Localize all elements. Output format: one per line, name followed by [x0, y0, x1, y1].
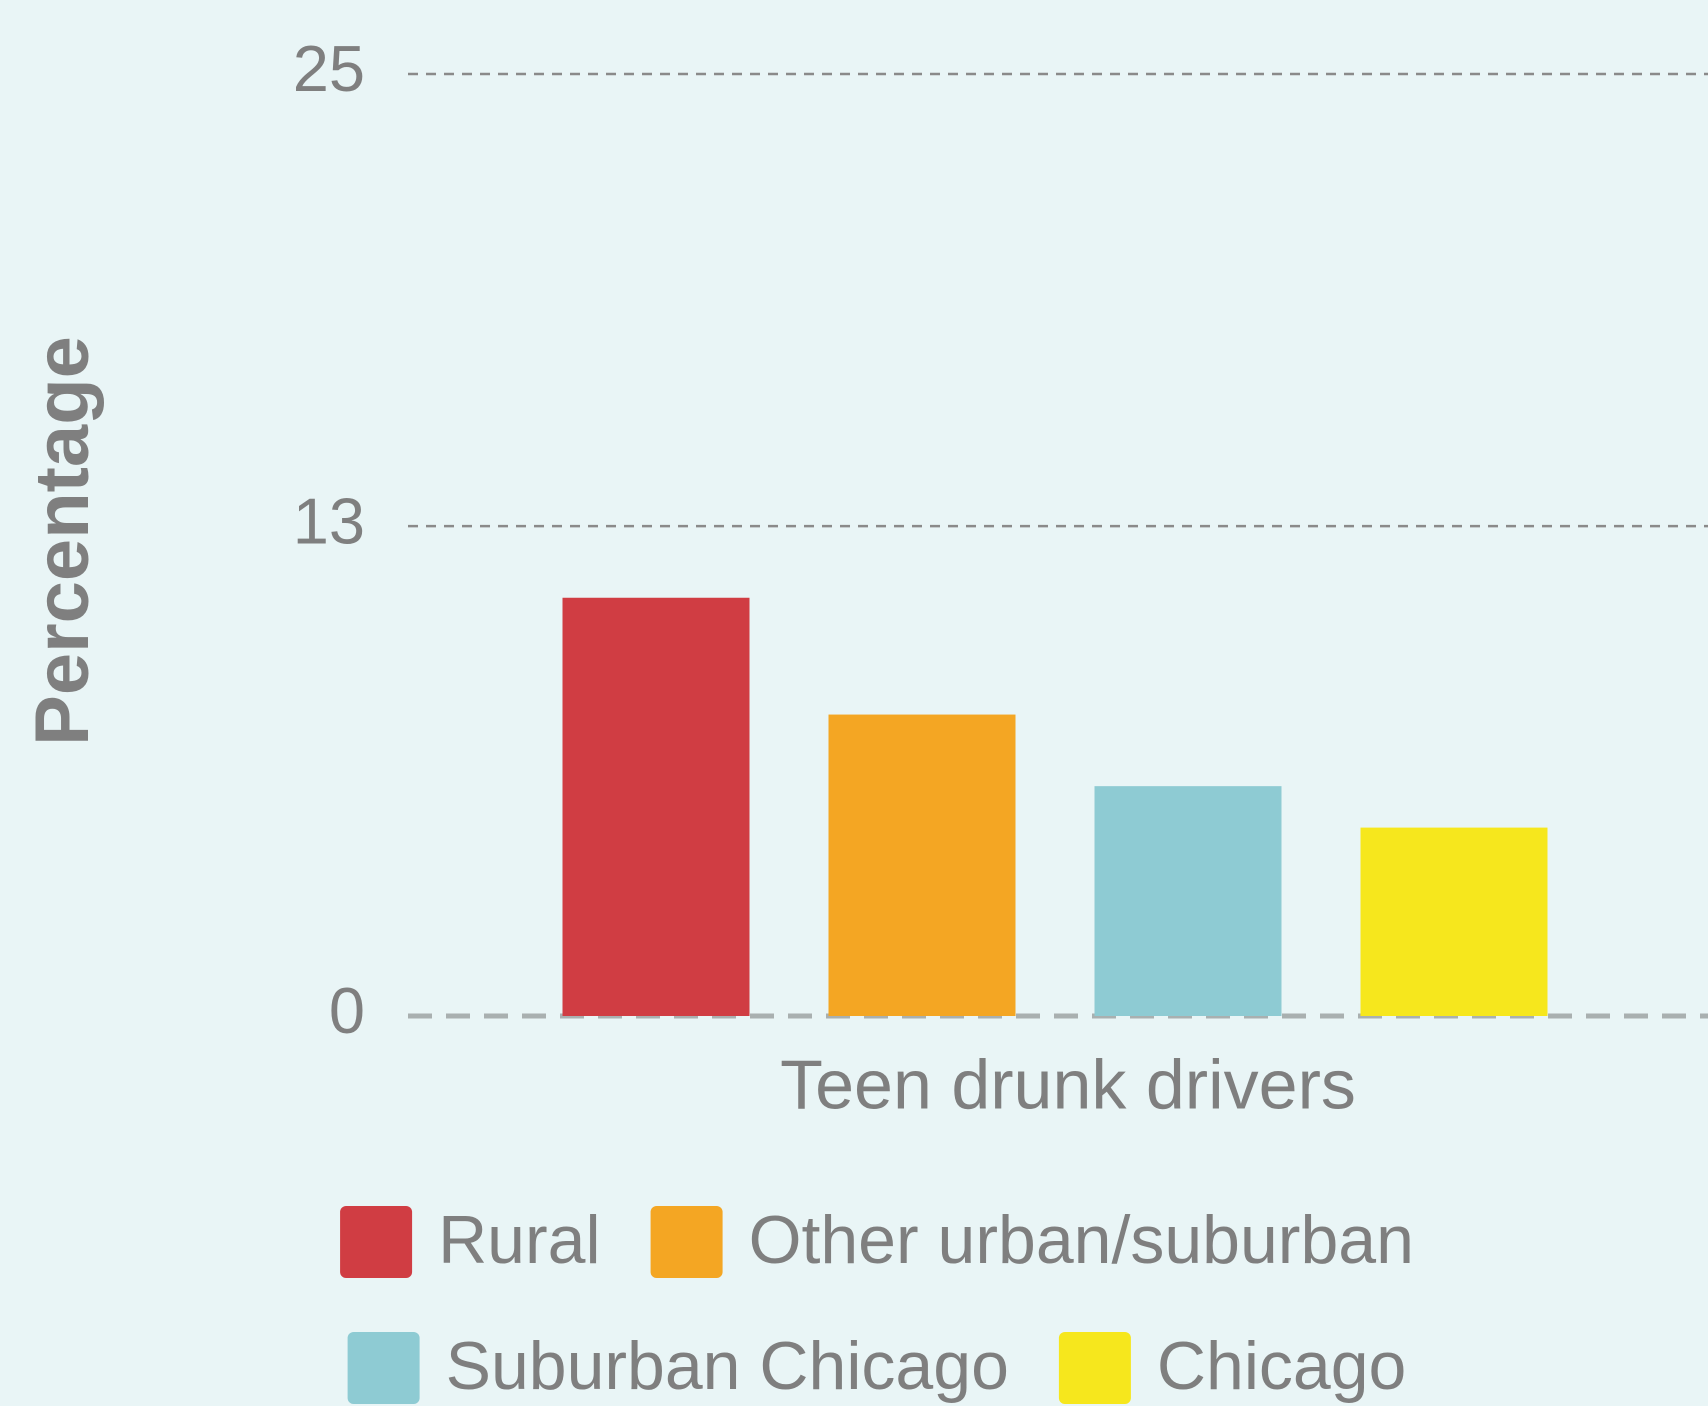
y-tick-label: 13 [293, 484, 365, 557]
y-axis-label: Percentage [20, 336, 105, 746]
legend-label: Suburban Chicago [446, 1328, 1009, 1404]
bar [1094, 786, 1282, 1016]
legend-label: Other urban/suburban [749, 1202, 1414, 1278]
x-tick-label: Teen drunk drivers [780, 1045, 1356, 1123]
legend-label: Chicago [1157, 1328, 1407, 1404]
bar [828, 714, 1016, 1016]
legend-swatch [650, 1206, 723, 1278]
legend-swatch [340, 1206, 413, 1278]
legend-label: Rural [438, 1202, 601, 1278]
bar [562, 597, 750, 1016]
y-tick-label: 25 [293, 32, 365, 105]
legend-swatch [347, 1332, 420, 1404]
legend-swatch [1058, 1332, 1131, 1404]
y-tick-label: 0 [329, 974, 365, 1047]
bar [1360, 827, 1548, 1016]
